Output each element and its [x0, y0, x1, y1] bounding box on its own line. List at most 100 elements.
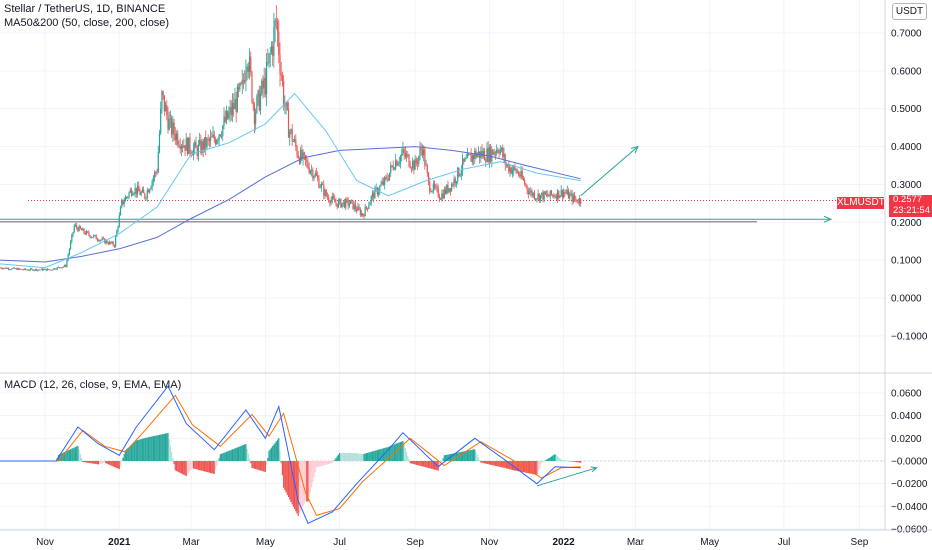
- candle-body: [308, 167, 310, 173]
- candle-body: [251, 72, 253, 102]
- macd-histogram-bar: [401, 441, 403, 461]
- candle-body: [404, 152, 406, 157]
- candle-body: [321, 184, 324, 185]
- macd-histogram-bar: [227, 451, 229, 461]
- macd-histogram-bar: [433, 461, 436, 470]
- macd-histogram-bar: [321, 461, 324, 466]
- macd-histogram-bar: [356, 453, 358, 461]
- macd-histogram-bar: [287, 461, 290, 498]
- macd-legend[interactable]: MACD (12, 26, close, 9, EMA, EMA): [4, 379, 182, 391]
- candle-body: [57, 267, 60, 268]
- macd-histogram-bar: [460, 451, 462, 461]
- candle-body: [561, 189, 564, 198]
- macd-histogram-bar: [93, 461, 95, 464]
- candle-body: [219, 134, 221, 137]
- candle-body: [395, 160, 397, 169]
- candle-body: [440, 198, 442, 200]
- candle-body: [306, 160, 308, 162]
- candle-body: [423, 149, 425, 156]
- macd-histogram-bar: [451, 453, 453, 461]
- candle-body: [98, 240, 100, 242]
- candle-body: [55, 269, 57, 271]
- candle-body: [102, 238, 105, 240]
- candle-body: [353, 204, 355, 210]
- macd-histogram-bar: [418, 461, 420, 466]
- macd-histogram-bar: [240, 445, 242, 461]
- macd-histogram-bar: [334, 459, 336, 461]
- macd-histogram-bar: [135, 440, 137, 461]
- candle-body: [22, 269, 24, 271]
- macd-histogram-bar: [532, 461, 534, 475]
- candle-body: [119, 207, 122, 216]
- candle-body: [386, 177, 388, 180]
- macd-histogram-bar: [270, 447, 273, 461]
- macd-histogram-bar: [569, 461, 571, 462]
- macd-histogram-bar: [237, 446, 240, 461]
- candle-body: [328, 197, 330, 202]
- candle-body: [127, 196, 129, 198]
- candle-body: [163, 95, 165, 112]
- candle-body: [255, 112, 257, 125]
- macd-histogram-bar: [386, 447, 388, 461]
- candle-body: [184, 145, 186, 151]
- macd-histogram-bar: [71, 448, 73, 461]
- macd-histogram-bar: [196, 461, 198, 470]
- macd-histogram-bar: [466, 450, 469, 461]
- macd-histogram-bar: [127, 448, 129, 461]
- candle-body: [510, 167, 512, 174]
- macd-histogram-bar: [444, 455, 447, 461]
- macd-histogram-bar: [239, 446, 241, 461]
- macd-histogram-bar: [155, 435, 157, 461]
- macd-histogram-bar: [398, 442, 400, 461]
- candle-body: [96, 239, 98, 241]
- candle-body: [88, 232, 90, 236]
- candle-body: [337, 200, 340, 208]
- candle-body: [425, 165, 427, 167]
- candle-body: [384, 177, 386, 185]
- candle-body: [82, 228, 84, 231]
- ma-legend[interactable]: MA50&200 (50, close, 200, close): [4, 17, 170, 29]
- chart-title: Stellar / TetherUS, 1D, BINANCE: [4, 3, 166, 15]
- candle-body: [303, 152, 305, 156]
- candle-body: [17, 268, 19, 270]
- candle-body: [461, 158, 464, 171]
- macd-histogram-bar: [300, 461, 302, 511]
- candle-body: [274, 20, 276, 27]
- macd-histogram-bar: [272, 445, 274, 461]
- candle-body: [152, 177, 154, 181]
- macd-histogram-bar: [368, 452, 370, 461]
- candle-body: [183, 145, 185, 148]
- macd-histogram-bar: [443, 455, 445, 461]
- candle-body: [29, 268, 32, 271]
- candle-body: [293, 139, 296, 142]
- macd-histogram-bar: [312, 461, 314, 483]
- macd-histogram-bar: [181, 461, 184, 475]
- macd-histogram-bar: [555, 455, 557, 461]
- candle-body: [454, 178, 456, 183]
- macd-histogram-bar: [104, 461, 106, 463]
- candle-body: [442, 193, 444, 199]
- candle-body: [420, 148, 422, 151]
- macd-histogram-bar: [217, 461, 219, 463]
- candle-body: [54, 268, 56, 270]
- macd-histogram-bar: [461, 451, 464, 461]
- macd-histogram-bar: [158, 434, 161, 461]
- macd-histogram-bar: [391, 445, 393, 461]
- candle-body: [111, 242, 113, 244]
- candle-body: [228, 113, 230, 119]
- candle-body: [172, 122, 174, 135]
- macd-histogram-bar: [274, 442, 276, 461]
- candle-body: [190, 151, 192, 155]
- candle-body: [100, 239, 102, 241]
- candle-body: [136, 185, 139, 195]
- candle-body: [493, 152, 495, 155]
- trendlines[interactable]: [580, 145, 639, 197]
- candle-body: [273, 26, 275, 56]
- currency-button[interactable]: USDT: [892, 3, 927, 20]
- macd-histogram-bar: [438, 461, 441, 468]
- price-axis-label: 0.4000: [891, 142, 922, 153]
- macd-histogram-bar: [68, 449, 70, 461]
- candle-body: [223, 116, 225, 126]
- candle-body: [505, 164, 508, 166]
